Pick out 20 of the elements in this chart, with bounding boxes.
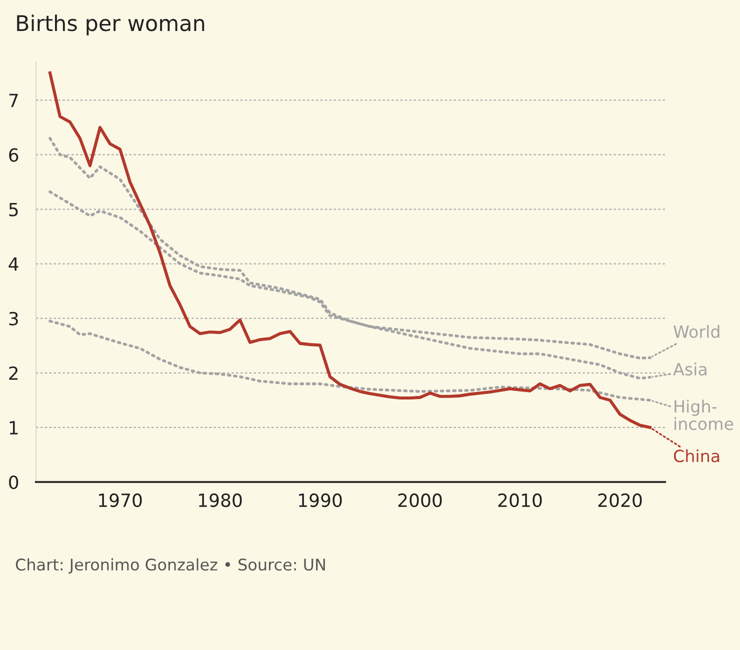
text: Chart: Jeronimo Gonzalez • Source: UN xyxy=(16,558,325,574)
x-tick-label: 2020 xyxy=(598,493,642,508)
legend-label: China xyxy=(674,449,720,462)
y-tick-label: 6 xyxy=(9,148,18,162)
y-tick-label: 7 xyxy=(9,94,18,108)
x-tick-label: 1990 xyxy=(299,493,342,508)
y-tick-label: 3 xyxy=(9,312,18,326)
y-tick-label: 2 xyxy=(9,366,18,380)
x-tick-label: 2000 xyxy=(398,493,442,508)
y-tick-label: 5 xyxy=(9,202,18,216)
legend-label: High-income xyxy=(674,400,734,430)
series-label: Asia xyxy=(673,362,706,376)
series-label: World xyxy=(674,325,720,338)
y-tick-label: 1 xyxy=(10,421,18,434)
x-tick-label: 2010 xyxy=(498,493,542,508)
chart-title: Births per woman xyxy=(17,14,204,36)
y-tick-label: 0 xyxy=(9,475,18,490)
x-tick-label: 1970 xyxy=(99,493,142,508)
x-tick-label: 1980 xyxy=(199,493,242,508)
y-tick-label: 4 xyxy=(8,258,18,271)
